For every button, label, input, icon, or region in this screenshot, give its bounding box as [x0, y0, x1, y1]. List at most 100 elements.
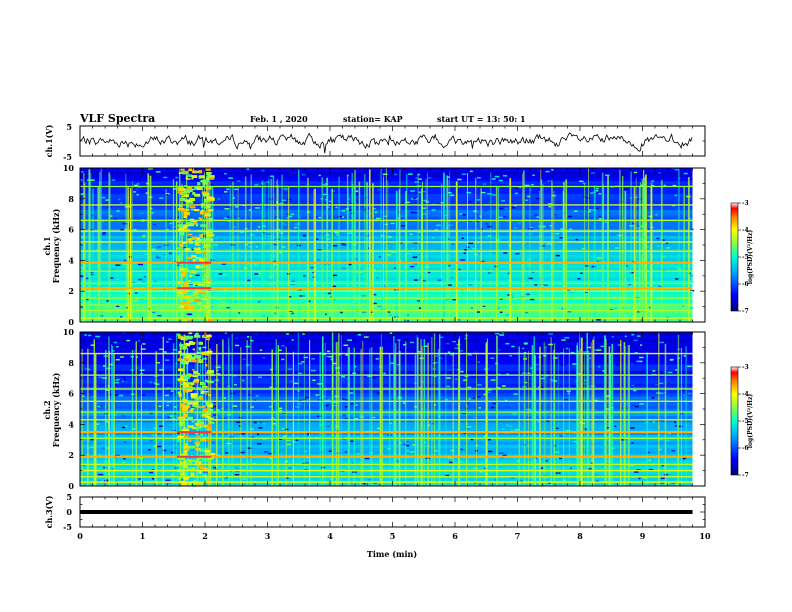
sferic-streak: [175, 181, 177, 322]
spectrogram-speckle: [418, 178, 422, 180]
spectrogram-speckle: [649, 468, 654, 471]
spectrogram-speckle: [422, 213, 428, 215]
spectrogram-speckle: [143, 253, 148, 255]
spectrogram-speckle: [326, 355, 329, 358]
spectrogram-speckle: [502, 454, 507, 457]
spectrogram-speckle: [422, 180, 427, 182]
spectrogram-speckle: [531, 183, 534, 186]
sferic-streak: [539, 346, 541, 486]
spectrogram-speckle: [115, 358, 120, 361]
spectrogram-speckle: [372, 302, 377, 305]
spectrogram-speckle: [341, 398, 345, 400]
spectrogram-speckle: [545, 176, 551, 179]
spectrogram-speckle: [273, 350, 276, 352]
spectrogram-speckle: [120, 228, 125, 231]
spectrogram-speckle: [447, 264, 451, 267]
spectrogram-speckle: [452, 366, 458, 368]
burst-cell: [193, 341, 196, 345]
spectrogram-speckle: [282, 435, 287, 438]
spectrogram-speckle: [607, 427, 611, 429]
spectrogram-speckle: [259, 349, 263, 351]
narrowband-line: [80, 204, 693, 206]
sferic-streak: [240, 347, 242, 486]
burst-cell: [205, 412, 212, 415]
spectrogram-speckle: [540, 467, 544, 469]
spectrogram-speckle: [271, 274, 274, 277]
spectrogram-speckle: [646, 429, 651, 432]
spectrogram-speckle: [145, 192, 149, 194]
burst-cell: [177, 220, 181, 223]
burst-cell: [177, 457, 185, 460]
spectrogram-speckle: [651, 397, 655, 399]
spectrogram-speckle: [286, 335, 289, 337]
burst-cell: [202, 458, 208, 462]
sferic-streak: [433, 333, 436, 486]
spectrogram-speckle: [659, 341, 665, 344]
spectrogram-speckle: [390, 251, 396, 254]
spectrogram-speckle: [240, 231, 244, 234]
burst-cell: [200, 224, 205, 227]
spectrogram-speckle: [259, 421, 263, 424]
spectrogram-speckle: [526, 293, 530, 296]
burst-cell: [202, 405, 205, 408]
spectrogram-speckle: [643, 477, 649, 479]
spectrogram-speckle: [295, 406, 300, 408]
spectrogram-speckle: [105, 473, 108, 476]
spectrogram-speckle: [268, 406, 273, 408]
spectrogram-speckle: [123, 478, 128, 480]
spectrogram-speckle: [359, 416, 365, 418]
burst-cell: [201, 191, 208, 194]
burst-cell: [196, 423, 199, 427]
spectrogram-speckle: [290, 312, 294, 315]
sferic-streak: [319, 351, 321, 486]
spectrogram-speckle: [507, 294, 510, 296]
spectrogram-speckle: [153, 445, 158, 448]
spectrogram-speckle: [477, 218, 482, 221]
burst-cell: [189, 343, 195, 345]
burst-cell: [207, 318, 215, 322]
burst-cell: [184, 358, 189, 361]
spectrogram-speckle: [492, 402, 496, 405]
spectrogram-speckle: [133, 191, 137, 193]
spectrogram-speckle: [229, 244, 235, 246]
sferic-streak: [480, 188, 482, 322]
spectrogram-speckle: [415, 177, 419, 179]
spectrogram-speckle: [302, 234, 306, 237]
spectrogram-speckle: [141, 220, 145, 222]
spectrogram-speckle: [450, 276, 453, 279]
spectrogram-speckle: [148, 449, 151, 451]
burst-cell: [200, 180, 203, 183]
sferic-streak: [518, 346, 520, 486]
spectrogram-speckle: [284, 189, 287, 191]
spectrogram-speckle: [499, 334, 504, 336]
sferic-streak: [405, 190, 407, 322]
spectrogram-speckle: [605, 387, 609, 390]
spectrogram-speckle: [221, 293, 226, 295]
spectrogram-speckle: [386, 254, 392, 256]
ch3-ytick-middle: 0: [66, 507, 72, 517]
spectrogram-speckle: [501, 200, 506, 202]
sferic-streak: [643, 182, 645, 322]
spectrogram-speckle: [567, 310, 572, 313]
spectrogram-speckle: [487, 235, 491, 237]
spectrogram-row: [80, 338, 693, 343]
spectrogram-speckle: [120, 316, 123, 318]
sferic-streak: [395, 190, 398, 322]
burst-cell: [181, 171, 186, 174]
spectrogram-speckle: [289, 380, 293, 383]
burst-cell: [188, 308, 196, 311]
burst-cell: [188, 467, 193, 471]
sferic-streak: [285, 347, 287, 486]
sferic-streak: [202, 186, 203, 322]
burst-cell: [183, 215, 188, 219]
spectrogram-speckle: [170, 392, 175, 394]
burst-cell: [180, 336, 187, 341]
burst-cell: [204, 198, 210, 202]
burst-cell: [184, 190, 189, 194]
spectrogram-speckle: [477, 396, 481, 398]
burst-cell: [199, 454, 205, 457]
spectrogram-speckle: [561, 339, 566, 341]
spectrogram-speckle: [101, 301, 105, 303]
spectrogram-speckle: [555, 451, 560, 453]
burst-cell: [182, 241, 187, 244]
